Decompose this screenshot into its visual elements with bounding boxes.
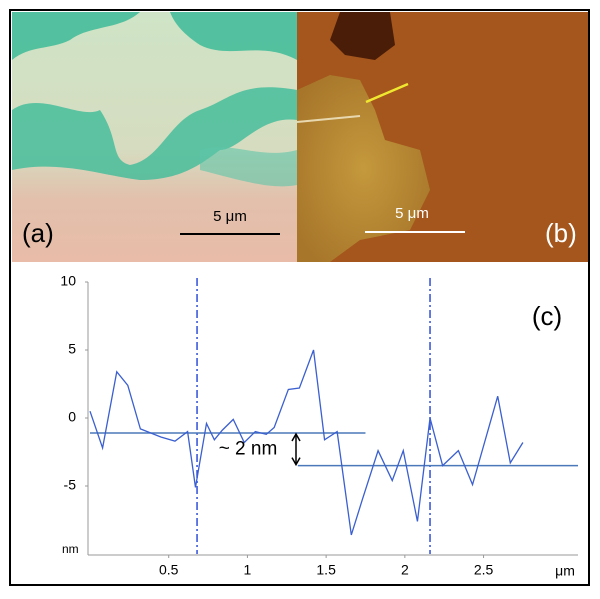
chart-label: (c): [532, 301, 562, 331]
afm-image: [296, 12, 588, 262]
x-tick-label: 0.5: [159, 562, 179, 578]
arrow-head: [291, 432, 301, 467]
scale-bar-label: 5 μm: [213, 208, 247, 225]
image-label: (a): [22, 218, 54, 248]
y-tick-label: 10: [60, 273, 76, 289]
annotation: ~ 2 nm: [219, 438, 278, 459]
y-tick-label: 0: [68, 409, 76, 425]
scale-bar-label: 5 μm: [395, 205, 429, 222]
image-label: (b): [545, 218, 577, 248]
y-tick-label: 5: [68, 341, 76, 357]
y-axis-label: nm: [62, 542, 79, 556]
x-tick-label: 2: [401, 562, 409, 578]
x-tick-label: 2.5: [474, 562, 494, 578]
x-tick-label: 1.5: [316, 562, 336, 578]
x-tick-label: 1: [244, 562, 252, 578]
x-axis-label: μm: [555, 563, 575, 579]
profile-line: [89, 349, 524, 536]
y-tick-label: -5: [64, 477, 77, 493]
optical-image: [12, 12, 297, 262]
